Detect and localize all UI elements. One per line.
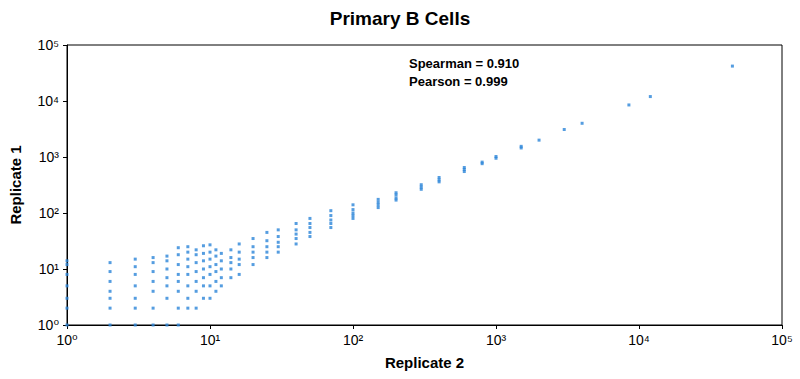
- svg-text:10⁵: 10⁵: [38, 37, 59, 53]
- svg-text:10⁴: 10⁴: [628, 332, 650, 348]
- svg-text:Pearson = 0.999: Pearson = 0.999: [409, 74, 508, 89]
- svg-text:10³: 10³: [486, 332, 507, 348]
- svg-text:Spearman = 0.910: Spearman = 0.910: [409, 56, 519, 71]
- svg-text:10¹: 10¹: [39, 261, 60, 277]
- svg-text:10⁰: 10⁰: [38, 317, 60, 333]
- svg-text:10⁵: 10⁵: [771, 332, 792, 348]
- svg-text:10¹: 10¹: [200, 332, 221, 348]
- svg-text:Replicate 2: Replicate 2: [385, 354, 464, 371]
- svg-text:10²: 10²: [39, 205, 60, 221]
- svg-text:10²: 10²: [343, 332, 364, 348]
- svg-text:10⁴: 10⁴: [37, 93, 59, 109]
- svg-text:10³: 10³: [39, 149, 60, 165]
- svg-text:Primary B Cells: Primary B Cells: [330, 8, 470, 29]
- svg-text:Replicate 1: Replicate 1: [7, 145, 24, 224]
- svg-text:10⁰: 10⁰: [56, 332, 78, 348]
